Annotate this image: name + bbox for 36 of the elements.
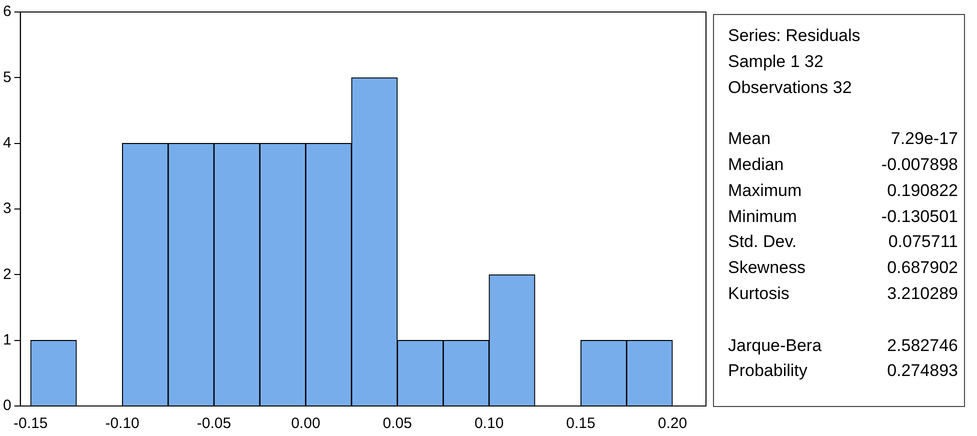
text: 3.210289	[887, 282, 958, 305]
x-tick-label: 0.00	[291, 415, 320, 432]
text: 2.582746	[887, 334, 958, 357]
text: 0.274893	[887, 360, 958, 382]
text: Minimum	[728, 206, 797, 228]
text: Jarque-Bera	[728, 334, 822, 357]
text: -0.130501	[881, 206, 958, 228]
text: Std. Dev.	[728, 231, 797, 254]
y-tick-label: 1	[3, 331, 12, 348]
text: -0.007898	[881, 154, 958, 176]
text: Skewness	[728, 257, 806, 280]
y-tick-label: 5	[3, 68, 12, 86]
text: Mean	[728, 128, 771, 150]
y-tick-label: 3	[3, 200, 12, 218]
x-tick-label: -0.05	[196, 415, 232, 432]
text: 0.075711	[888, 231, 958, 254]
text: Kurtosis	[728, 282, 790, 305]
text: 0.687902	[887, 257, 958, 280]
x-tick-label: -0.15	[14, 415, 48, 432]
y-tick-label: 2	[3, 266, 12, 283]
text: Observations 32	[728, 76, 853, 99]
text: Probability	[728, 360, 808, 382]
text: Series: Residuals	[728, 25, 862, 47]
y-tick-label: 0	[3, 397, 12, 414]
x-tick-label: 0.10	[474, 415, 504, 432]
y-tick-label: 4	[3, 134, 12, 152]
x-tick-label: -0.10	[105, 415, 140, 432]
x-tick-label: 0.05	[382, 415, 412, 432]
text: Maximum	[728, 180, 802, 202]
text: 0.190822	[887, 180, 958, 202]
text: 7.29e-17	[890, 128, 958, 150]
text: Sample 1 32	[728, 50, 824, 73]
x-tick-label: 0.15	[566, 415, 596, 432]
text: Median	[728, 154, 784, 176]
x-tick-label: 0.20	[658, 415, 688, 432]
y-tick-label: 6	[3, 3, 12, 20]
